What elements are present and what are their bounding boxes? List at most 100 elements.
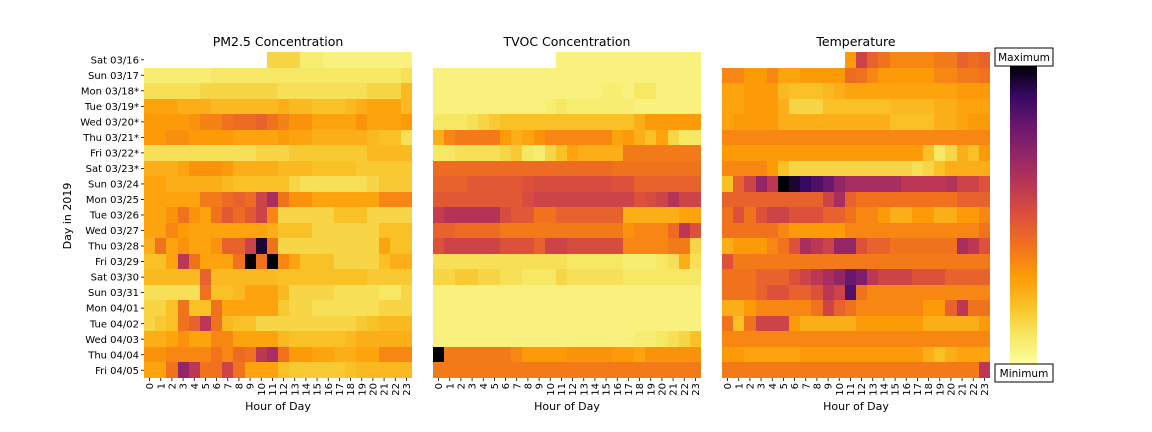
heatmap-cell (522, 331, 534, 347)
heatmap-cell (278, 254, 289, 269)
heatmap-cell (245, 176, 256, 192)
heatmap-cell (901, 114, 912, 130)
heatmap-cell (623, 362, 634, 378)
heatmap-cell (912, 207, 923, 223)
heatmap-cell (200, 161, 211, 176)
heatmap-cell (878, 68, 890, 83)
heatmap-cell (690, 192, 701, 207)
heatmap-cell (401, 285, 412, 300)
heatmap-cell (144, 192, 155, 207)
heatmap-cell (890, 362, 901, 378)
heatmap-cell (823, 176, 834, 192)
heatmap-cell (679, 176, 690, 192)
x-tick-label: 9 (246, 383, 257, 389)
heatmap-cell (200, 347, 211, 362)
heatmap-cell (467, 331, 478, 347)
heatmap-cell (390, 52, 401, 68)
heatmap-cell (867, 347, 878, 362)
heatmap-cell (811, 114, 823, 130)
heatmap-cell (756, 161, 767, 176)
heatmap-cell (289, 145, 300, 161)
heatmap-cell (367, 52, 379, 68)
heatmap-cell (601, 130, 612, 145)
heatmap-cell (656, 83, 668, 99)
heatmap-cell (645, 223, 656, 238)
heatmap-cell (656, 52, 668, 68)
heatmap-cell (834, 254, 845, 269)
heatmap-cell (867, 316, 878, 331)
heatmap-cell (433, 238, 444, 254)
heatmap-cell (722, 238, 733, 254)
x-tick-label: 20 (946, 383, 957, 396)
heatmap-cell (668, 207, 679, 223)
heatmap-cell (345, 347, 356, 362)
heatmap-cell (890, 130, 901, 145)
x-axis-label: Hour of Day (823, 400, 889, 413)
heatmap-cell (356, 52, 367, 68)
y-tick-label: Mon 03/25 (86, 195, 139, 206)
heatmap-cell (589, 192, 601, 207)
heatmap-cell (267, 254, 278, 269)
heatmap-cell (489, 114, 500, 130)
heatmap-cell (155, 130, 166, 145)
heatmap-cell (289, 331, 300, 347)
heatmap-cell (155, 316, 166, 331)
heatmap-cell (767, 223, 778, 238)
heatmap-cell (756, 316, 767, 331)
heatmap-cell (789, 223, 800, 238)
heatmap-cell (945, 238, 957, 254)
heatmap-cell (834, 285, 845, 300)
heatmap-cell (589, 114, 601, 130)
heatmap-cell (589, 362, 601, 378)
heatmap-cell (800, 269, 811, 285)
heatmap-cell (379, 347, 390, 362)
heatmap-cell (455, 207, 467, 223)
heatmap-cell (256, 347, 267, 362)
heatmap-cell (345, 254, 356, 269)
heatmap-cell (901, 362, 912, 378)
heatmap-cell (845, 316, 856, 331)
heatmap-cell (356, 223, 367, 238)
heatmap-cell (323, 83, 334, 99)
heatmap-cell (679, 207, 690, 223)
heatmap-cell (433, 68, 444, 83)
heatmap-cell (367, 68, 379, 83)
heatmap-cell (511, 269, 522, 285)
heatmap-cell (567, 130, 578, 145)
heatmap-cell (901, 223, 912, 238)
heatmap-cell (379, 223, 390, 238)
heatmap-cell (634, 238, 645, 254)
heatmap-cell (612, 52, 623, 68)
heatmap-cell (267, 316, 278, 331)
heatmap-cell (144, 269, 155, 285)
heatmap-cell (789, 207, 800, 223)
heatmap-cell (178, 68, 189, 83)
heatmap-cell (334, 52, 345, 68)
heatmap-cell (878, 300, 890, 316)
heatmap-cell (556, 99, 567, 114)
heatmap-cell (367, 207, 379, 223)
heatmap-cell (867, 300, 878, 316)
heatmap-cell (390, 269, 401, 285)
heatmap-cell (890, 238, 901, 254)
heatmap-cell (522, 362, 534, 378)
heatmap-cell (289, 207, 300, 223)
heatmap-cell (634, 99, 645, 114)
heatmap-cell (356, 362, 367, 378)
heatmap-cell (656, 176, 668, 192)
heatmap-cell (390, 145, 401, 161)
heatmap-cell (811, 238, 823, 254)
heatmap-cell (890, 114, 901, 130)
heatmap-cell (455, 300, 467, 316)
heatmap-cell (522, 83, 534, 99)
heatmap-cell (811, 347, 823, 362)
heatmap-cell (645, 238, 656, 254)
heatmap-cell (934, 192, 945, 207)
heatmap-cell (968, 316, 979, 331)
heatmap-cell (367, 300, 379, 316)
heatmap-cell (567, 176, 578, 192)
heatmap-cell (233, 362, 245, 378)
heatmap-cell (401, 331, 412, 347)
heatmap-cell (834, 269, 845, 285)
